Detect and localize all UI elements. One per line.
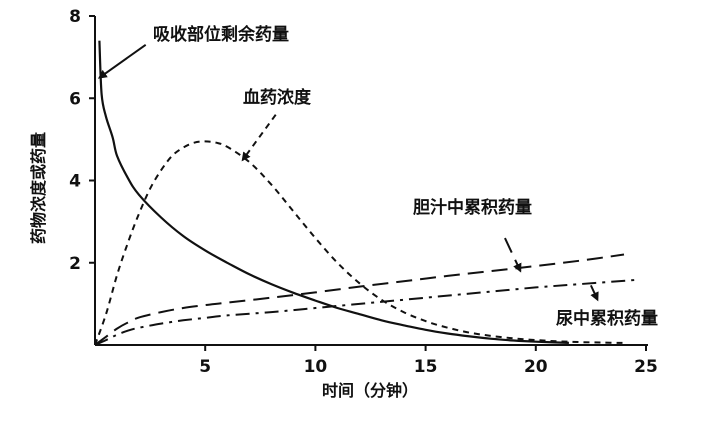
series-line-2 — [94, 140, 625, 346]
annotation-arrow-4 — [589, 284, 599, 302]
x-tick-group: 5 10 15 20 25 — [199, 345, 658, 377]
y-tick-label: 6 — [69, 89, 81, 109]
x-tick-label: 25 — [634, 357, 658, 377]
series-line-1 — [98, 40, 569, 344]
annotation-label-3: 胆汁中累积药量 — [413, 197, 532, 218]
y-tick-label: 8 — [69, 7, 81, 27]
series-line-4 — [94, 279, 636, 346]
annotation-arrow-2 — [241, 114, 277, 162]
annotation-arrow-1 — [97, 43, 147, 79]
annotation-label-1: 吸收部位剩余药量 — [153, 24, 289, 45]
x-tick-label: 15 — [414, 357, 438, 377]
x-axis-label: 时间（分钟） — [322, 381, 418, 400]
x-tick-label: 5 — [199, 357, 211, 377]
series-group — [94, 40, 636, 346]
y-tick-label: 2 — [69, 254, 81, 274]
x-tick-label: 10 — [304, 357, 328, 377]
axes — [94, 16, 648, 346]
x-tick-label: 20 — [524, 357, 548, 377]
series-line-3 — [94, 253, 625, 346]
annotation-label-2: 血药浓度 — [243, 87, 312, 108]
annotation-label-4: 尿中累积药量 — [556, 308, 658, 329]
annotation-arrow-3 — [504, 237, 522, 273]
y-axis-label: 药物浓度或药量 — [29, 132, 48, 244]
y-tick-group: 2 4 6 8 — [69, 7, 95, 274]
y-tick-label: 4 — [69, 172, 81, 192]
